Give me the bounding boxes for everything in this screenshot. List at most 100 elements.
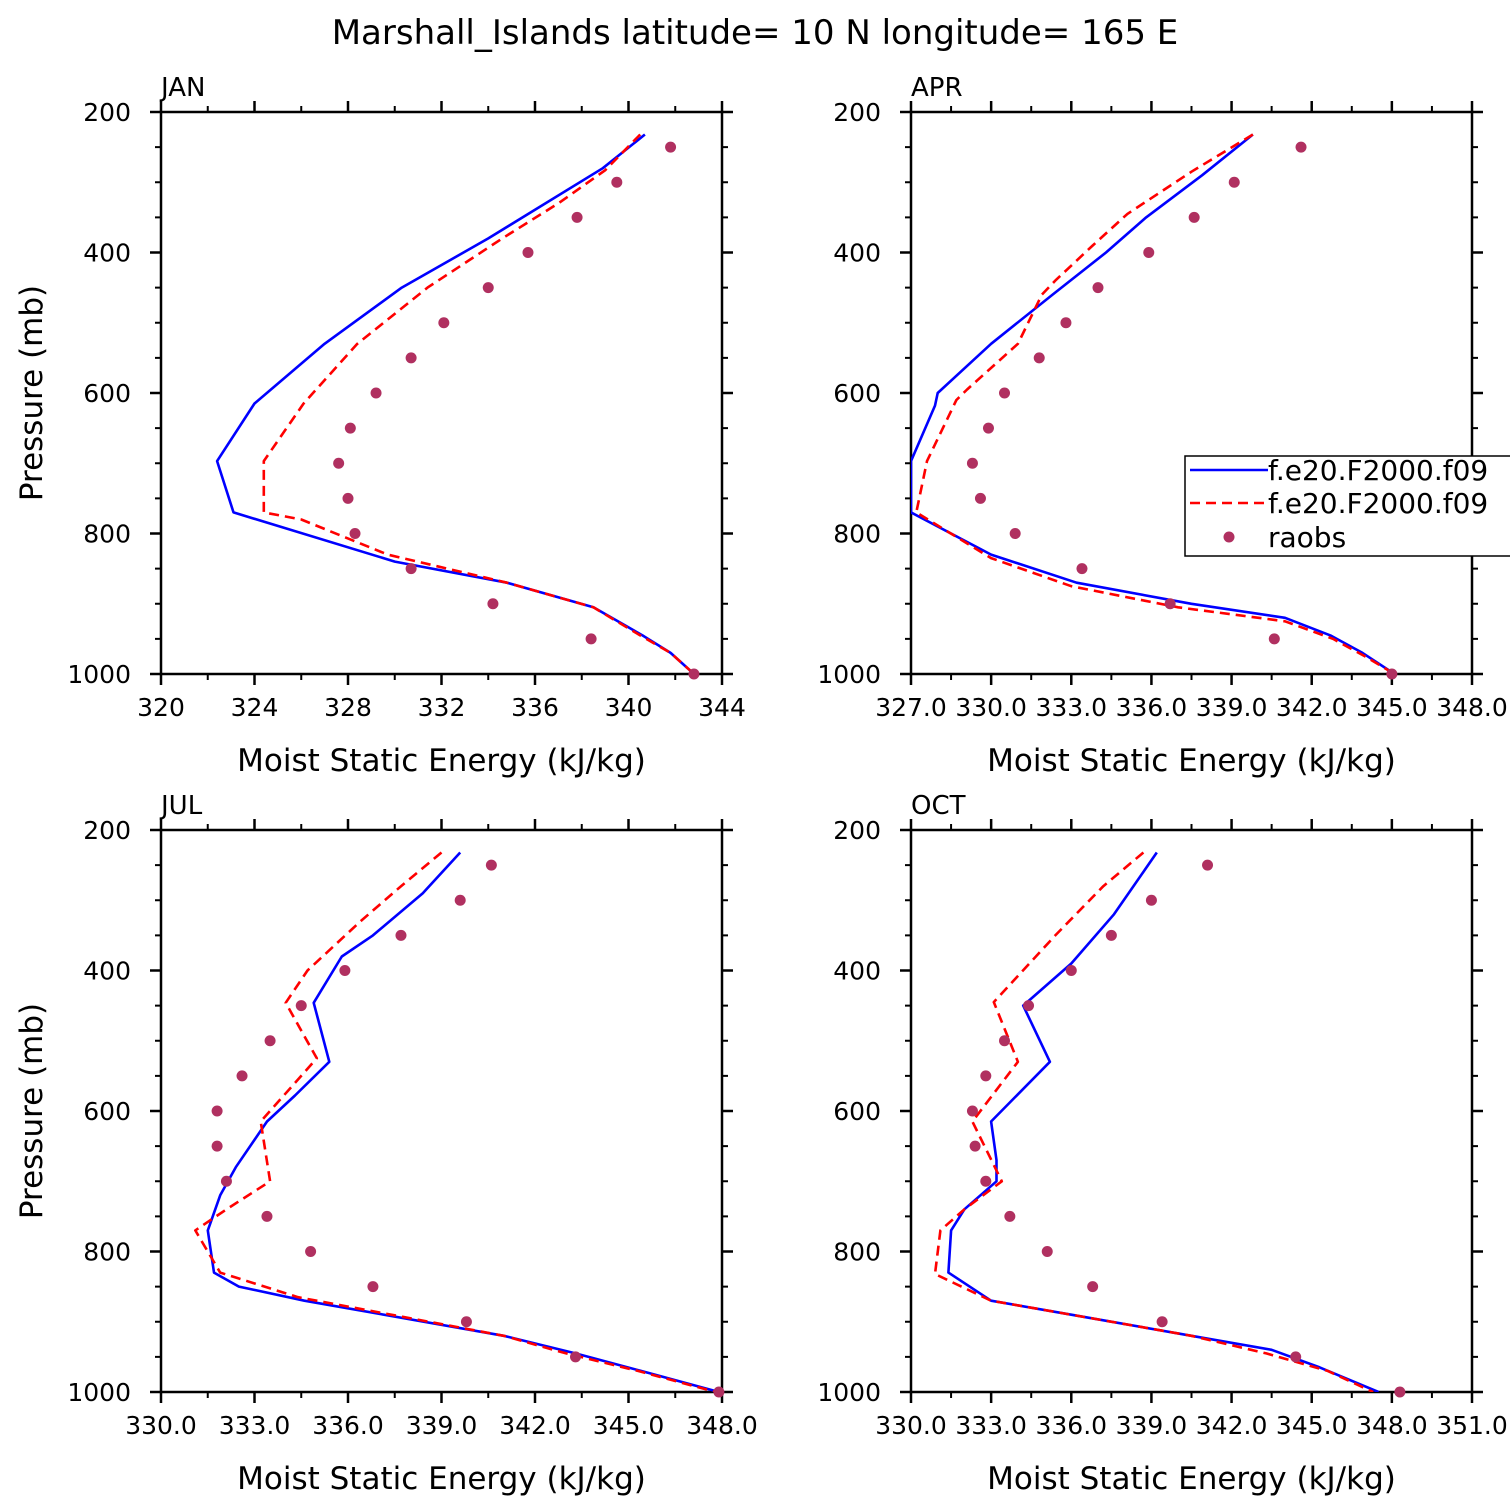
raobs-point xyxy=(342,492,354,504)
y-tick-label: 200 xyxy=(83,98,131,127)
x-tick-label: 333.0 xyxy=(955,1411,1027,1440)
x-tick-label: 348.0 xyxy=(1436,693,1508,722)
x-tick-label: 345.0 xyxy=(1356,693,1428,722)
x-tick-label: 345.0 xyxy=(593,1411,665,1440)
x-tick-label: 342.0 xyxy=(499,1411,571,1440)
raobs-point xyxy=(688,668,700,680)
series-group xyxy=(215,133,695,674)
raobs-point xyxy=(295,1000,307,1012)
raobs-point xyxy=(570,1351,582,1363)
plot-frame xyxy=(159,828,724,1394)
x-tick-label: 348.0 xyxy=(686,1411,758,1440)
panel-title: APR xyxy=(911,73,963,103)
raobs-point xyxy=(438,317,450,329)
x-tick-label: 330.0 xyxy=(875,1411,947,1440)
raobs-point xyxy=(999,1035,1010,1047)
raobs-point xyxy=(1033,352,1045,364)
y-tick-label: 1000 xyxy=(67,1378,131,1407)
raobs-point xyxy=(460,1316,472,1328)
series-group xyxy=(911,133,1396,674)
raobs-point xyxy=(980,1175,992,1187)
x-tick-label: 333.0 xyxy=(1035,693,1107,722)
raobs-point xyxy=(339,965,351,976)
y-tick-label: 1000 xyxy=(817,660,881,689)
y-tick-label: 600 xyxy=(833,379,881,408)
x-tick-label: 330.0 xyxy=(125,1411,197,1440)
raobs-point xyxy=(1105,929,1117,941)
raobs-point xyxy=(305,1246,317,1257)
plot-frame xyxy=(909,110,1474,676)
raobs-point xyxy=(264,1035,276,1047)
raobs-point xyxy=(454,894,466,906)
x-tick-label: 340 xyxy=(605,693,653,722)
raobs-point xyxy=(1394,1386,1406,1398)
panel-apr: APR 327.0 330.0 333.0 336.0 339.0 342.0 345.0 34… xyxy=(817,73,1507,779)
raobs-point xyxy=(367,1281,379,1293)
raobs-point xyxy=(999,387,1010,399)
y-axis-label: Pressure (mb) xyxy=(14,1003,50,1219)
raobs-point xyxy=(370,387,382,399)
raobs-point xyxy=(220,1175,232,1187)
x-tick-label: 328 xyxy=(324,693,372,722)
raobs-point xyxy=(1092,282,1104,294)
x-axis-label: Moist Static Energy (kJ/kg) xyxy=(987,743,1396,779)
x-tick-label: 339.0 xyxy=(1116,1411,1188,1440)
raobs-point xyxy=(1145,894,1157,906)
y-tick-label: 200 xyxy=(83,816,131,845)
x-axis-label: Moist Static Energy (kJ/kg) xyxy=(987,1461,1396,1497)
raobs-point xyxy=(405,563,417,575)
raobs-point xyxy=(1143,247,1155,258)
raobs-point xyxy=(395,929,407,941)
x-tick-label: 324 xyxy=(231,693,279,722)
raobs-point xyxy=(261,1210,273,1222)
raobs-point xyxy=(1076,563,1088,575)
series-group xyxy=(194,851,720,1392)
raobs-point xyxy=(211,1140,223,1152)
model-line-dashed xyxy=(915,133,1396,674)
raobs-point xyxy=(969,1140,981,1152)
y-tick-label: 800 xyxy=(833,520,881,549)
x-tick-label: 336.0 xyxy=(1116,693,1188,722)
y-tick-label: 400 xyxy=(83,957,131,986)
raobs-point xyxy=(333,457,345,469)
plot-frame xyxy=(159,110,724,676)
raobs-point xyxy=(1156,1316,1168,1328)
raobs-point xyxy=(611,176,623,188)
model-line-solid xyxy=(947,851,1380,1392)
raobs-point xyxy=(1386,668,1398,680)
raobs-point xyxy=(980,1070,992,1082)
series-group xyxy=(933,851,1380,1392)
x-tick-label: 320 xyxy=(137,693,185,722)
x-tick-label: 348.0 xyxy=(1356,1411,1428,1440)
y-tick-label: 400 xyxy=(833,957,881,986)
y-tick-label: 200 xyxy=(833,816,881,845)
y-tick-label: 800 xyxy=(833,1238,881,1267)
model-line-dashed xyxy=(194,851,717,1392)
x-tick-label: 330.0 xyxy=(955,693,1027,722)
x-tick-label: 351.0 xyxy=(1436,1411,1508,1440)
x-tick-label: 339.0 xyxy=(1196,693,1268,722)
raobs-point xyxy=(665,141,677,153)
raobs-point xyxy=(344,422,356,434)
x-tick-label: 345.0 xyxy=(1276,1411,1348,1440)
y-tick-label: 800 xyxy=(83,520,131,549)
raobs-point xyxy=(1087,1281,1099,1293)
y-axis-label: Pressure (mb) xyxy=(14,285,50,501)
legend-raobs-marker xyxy=(1223,531,1235,543)
panel-jan: JAN 320 324 328 332 336 340 344 200 400 600 800 1000… xyxy=(14,73,746,779)
model-line-solid xyxy=(911,133,1396,674)
raobs-point xyxy=(211,1105,223,1117)
x-tick-label: 327.0 xyxy=(875,693,947,722)
y-tick-label: 600 xyxy=(833,1097,881,1126)
legend-label: raobs xyxy=(1268,521,1346,554)
raobs-point xyxy=(349,528,361,539)
model-line-solid xyxy=(215,133,695,674)
panel-title: OCT xyxy=(911,791,966,821)
raobs-point xyxy=(1228,176,1240,188)
model-line-dashed xyxy=(933,851,1374,1392)
x-tick-label: 336.0 xyxy=(312,1411,384,1440)
raobs-point xyxy=(585,633,597,645)
x-tick-label: 333.0 xyxy=(219,1411,291,1440)
raobs-point xyxy=(1004,1210,1016,1222)
